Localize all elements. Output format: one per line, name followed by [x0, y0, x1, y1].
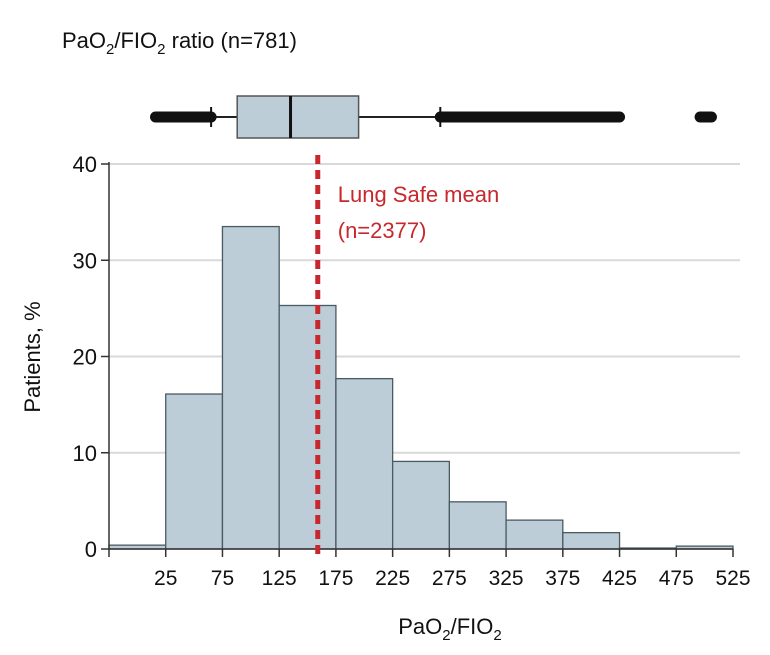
- histogram-bar: [165, 393, 224, 550]
- chart-title: PaO2/FIO2 ratio (n=781): [62, 28, 297, 58]
- x-tick-label: 325: [489, 567, 524, 590]
- x-tick-label: 25: [154, 567, 177, 590]
- histogram-bar: [278, 304, 337, 550]
- reference-label-line1: Lung Safe mean: [338, 182, 499, 207]
- x-axis-label: PaO2/FIO2: [398, 614, 502, 644]
- x-tick-label: 275: [432, 567, 467, 590]
- x-tick-label: 375: [545, 567, 580, 590]
- histogram-bar: [562, 531, 621, 550]
- histogram-bar: [505, 519, 564, 550]
- x-tick-label: 125: [262, 567, 297, 590]
- y-tick-label: 40: [73, 152, 97, 177]
- histogram-bar: [335, 377, 394, 550]
- x-tick-label: 475: [659, 567, 694, 590]
- histogram-bar: [448, 501, 507, 550]
- histogram-bar: [391, 460, 451, 550]
- x-tick-label: 525: [715, 567, 750, 590]
- x-tick-label: 175: [318, 567, 353, 590]
- y-axis-label: Patients, %: [20, 301, 45, 412]
- x-tick-label: 75: [211, 567, 234, 590]
- y-tick-label: 0: [85, 537, 97, 562]
- boxplot-box: [236, 95, 360, 139]
- x-tick-label: 425: [602, 567, 637, 590]
- histogram-bar: [221, 225, 280, 550]
- x-tick-label: 225: [375, 567, 410, 590]
- y-tick-label: 10: [73, 441, 97, 466]
- reference-label-line2: (n=2377): [338, 218, 427, 243]
- y-tick-label: 20: [73, 345, 97, 370]
- y-tick-label: 30: [73, 248, 97, 273]
